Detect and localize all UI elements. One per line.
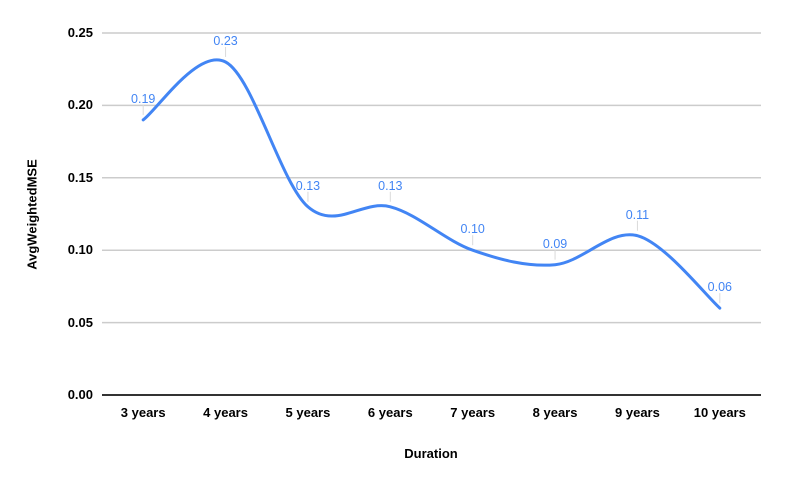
x-axis-title: Duration (404, 446, 458, 461)
x-category-label: 5 years (285, 405, 331, 420)
data-label: 0.23 (213, 33, 238, 48)
x-category-label: 10 years (693, 405, 746, 420)
data-label: 0.06 (707, 280, 732, 295)
data-label: 0.13 (378, 178, 403, 193)
series-line (141, 58, 722, 310)
x-category-label: 3 years (120, 405, 166, 420)
y-tick-label: 0.10 (67, 242, 93, 258)
x-category-label: 9 years (615, 405, 660, 420)
y-tick-label: 0.15 (67, 169, 93, 185)
data-label: 0.19 (131, 91, 156, 106)
x-category-label: 6 years (367, 405, 413, 420)
y-tick-label: 0.20 (67, 97, 93, 113)
y-tick-label: 0.05 (67, 314, 93, 330)
x-category-label: 8 years (532, 405, 578, 420)
data-label: 0.11 (625, 207, 650, 222)
data-label: 0.09 (542, 236, 568, 251)
y-tick-label: 0.25 (67, 25, 93, 40)
x-category-label: 7 years (450, 405, 496, 420)
data-label: 0.13 (295, 178, 321, 193)
y-axis-title: AvgWeightedMSE (24, 159, 40, 270)
y-tick-label: 0.00 (67, 387, 93, 402)
x-category-label: 4 years (203, 405, 248, 420)
data-label: 0.10 (460, 222, 485, 237)
